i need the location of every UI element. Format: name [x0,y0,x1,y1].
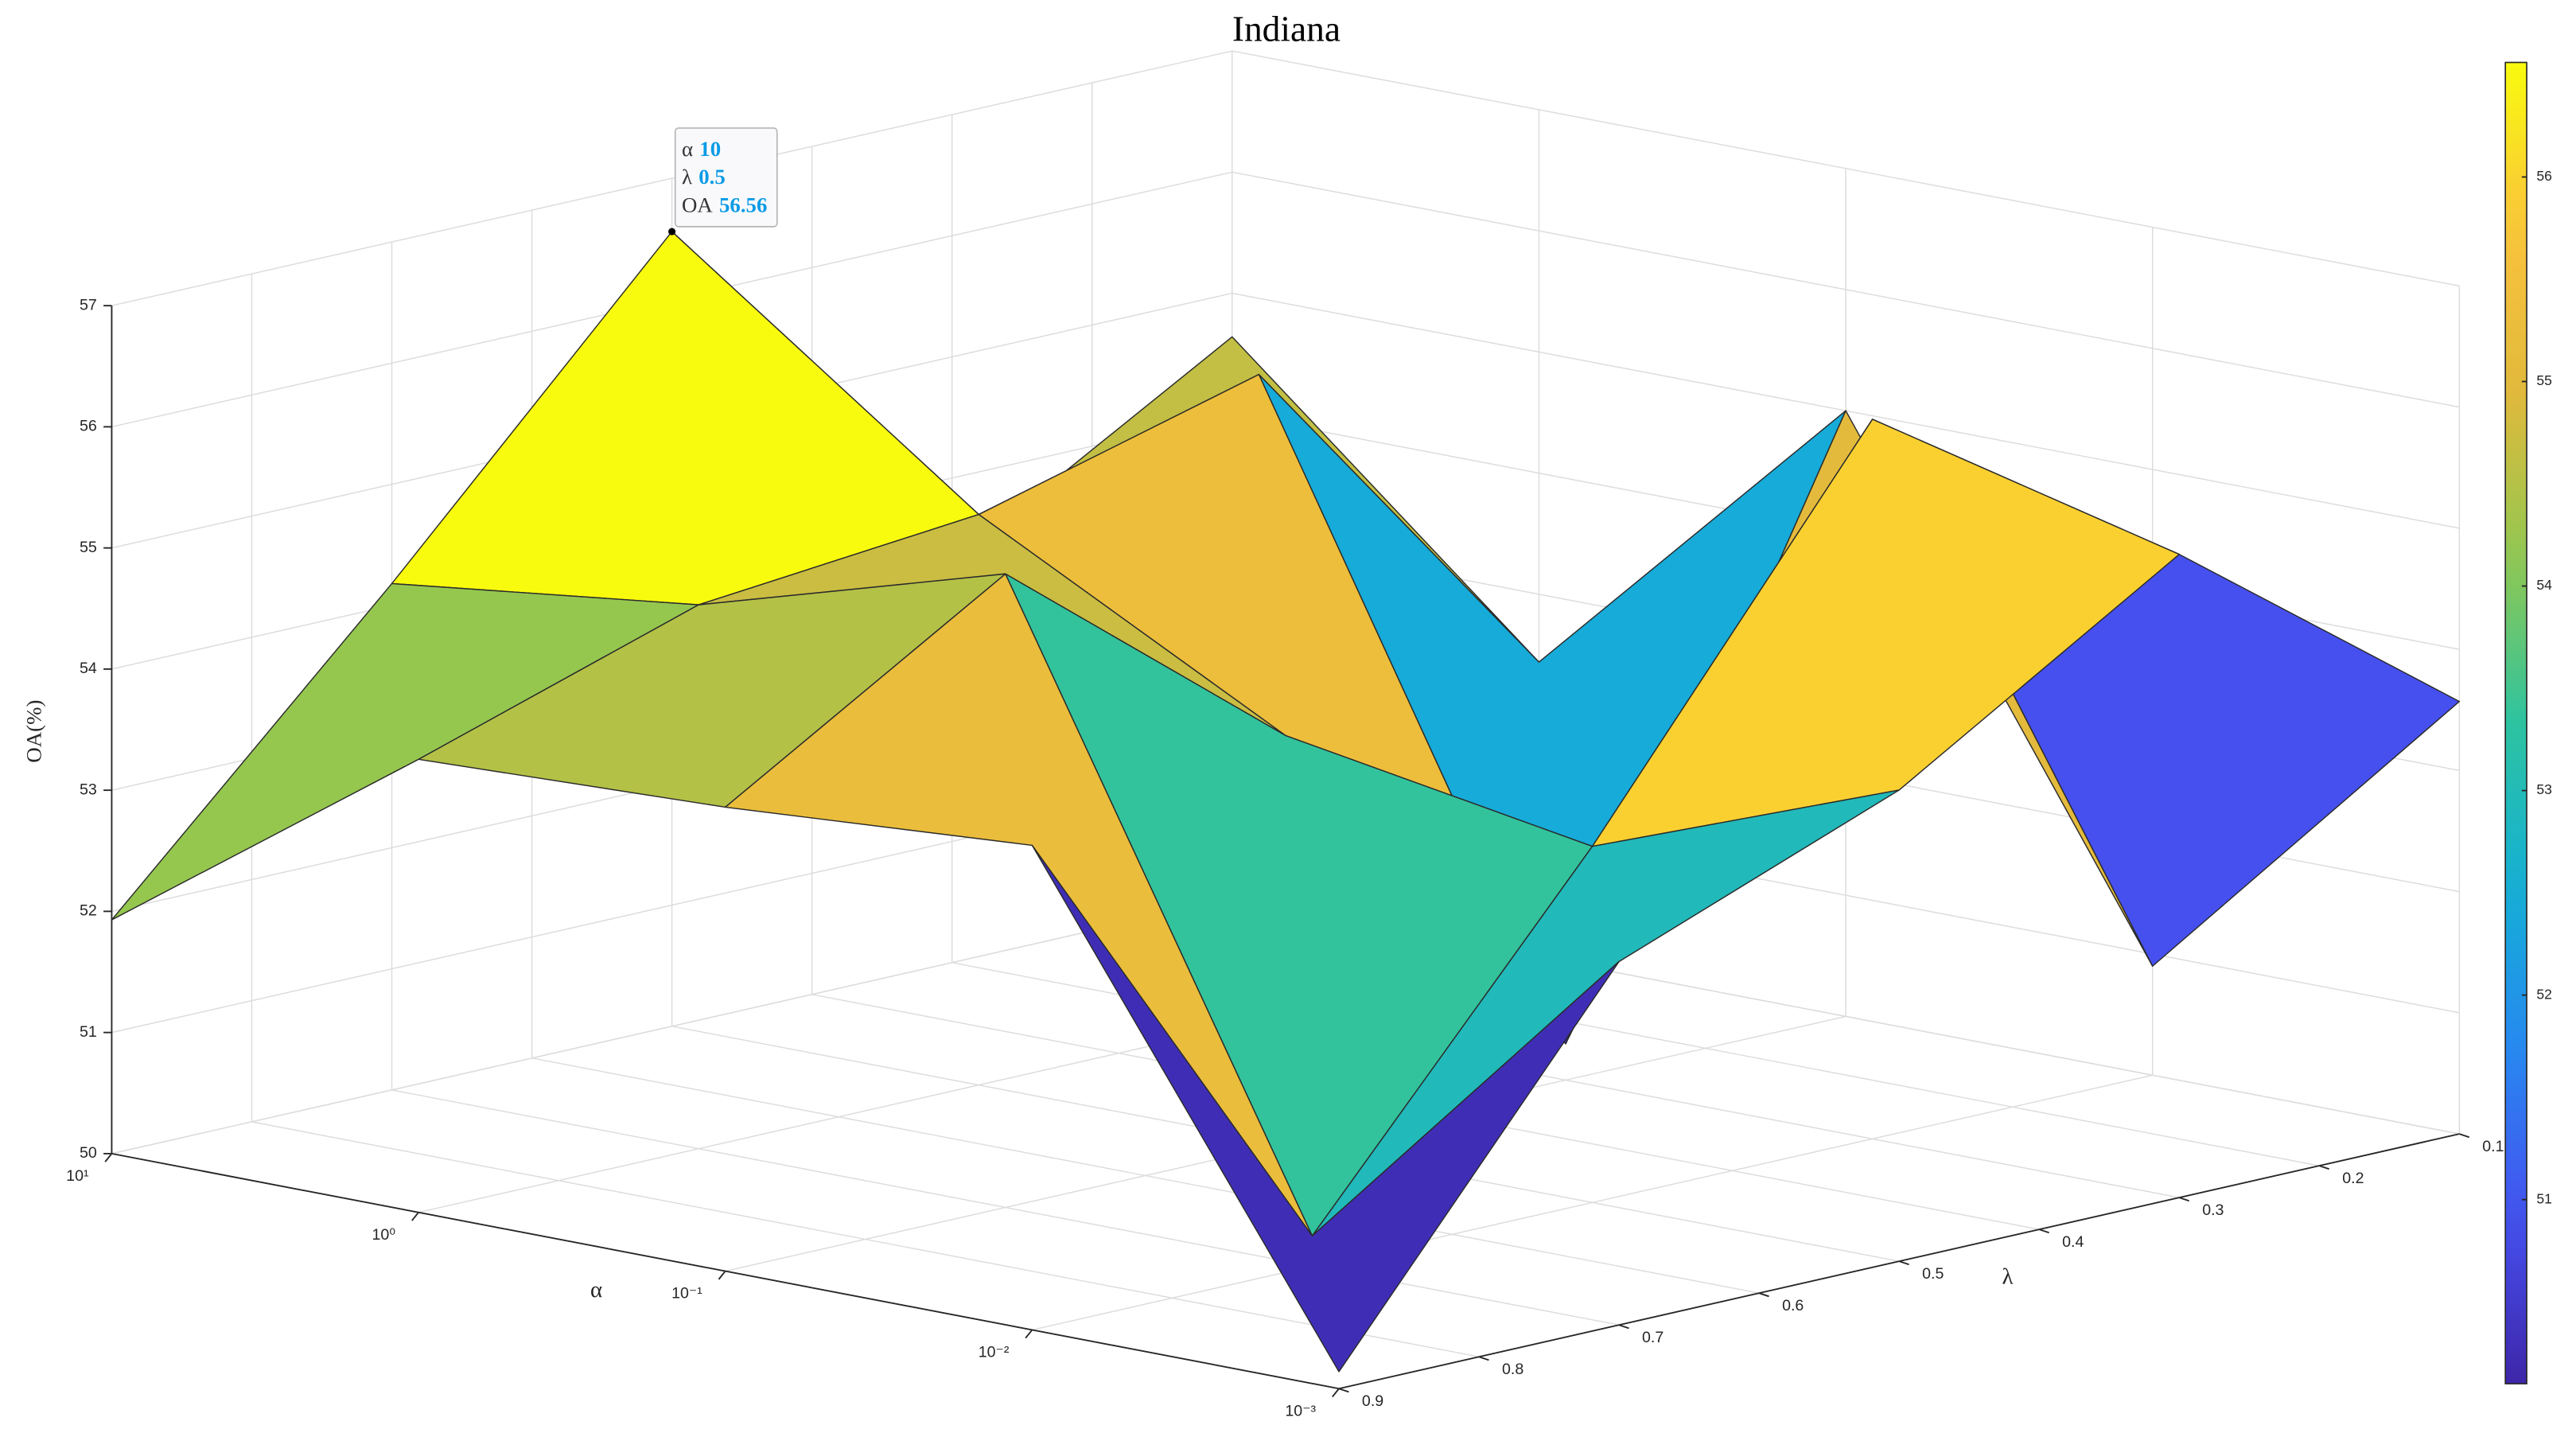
datatip-box [674,127,778,228]
datatip-label: α [682,137,693,161]
colorbar-tick-label: 56 [2536,168,2552,184]
tick-mark [718,1270,726,1280]
z-axis-label: OA(%) [22,700,46,763]
y-tick-label: 0.1 [2482,1138,2504,1155]
x-tick-label: 10⁻³ [1285,1402,1316,1419]
y-tick-label: 0.5 [1922,1265,1944,1283]
colorbar-tick-label: 55 [2536,372,2552,388]
colorbar-tick-label: 52 [2536,986,2552,1002]
y-tick-label: 0.2 [2342,1170,2364,1187]
tick-mark [1618,1324,1629,1330]
y-axis [1338,1133,2460,1390]
tick-mark [2178,1197,2189,1202]
y-tick-label: 0.7 [1642,1329,1664,1346]
datatip-label: λ [682,165,692,189]
grid-line [251,1121,1480,1357]
datatip-value: 0.5 [698,165,726,189]
x-tick-label: 10⁰ [372,1226,395,1244]
z-tick-label: 54 [80,660,97,677]
x-tick-label: 10¹ [66,1167,89,1185]
chart-title: Indiana [1232,10,1341,49]
colorbar-tick-label: 54 [2536,577,2552,593]
grid-line [531,1057,1760,1294]
tick-mark [1338,1388,1349,1393]
tick-mark [1025,1329,1033,1339]
tick-mark [1898,1260,1909,1266]
datatip-point [668,228,676,236]
datatip: α 10 λ 0.5 OA 56.56 [674,127,778,228]
z-tick-label: 57 [80,296,97,313]
tick-mark [2459,1133,2470,1139]
grid-line [391,1089,1620,1326]
colorbar-tick-label: 51 [2536,1190,2552,1206]
y-tick-label: 0.6 [1782,1297,1804,1314]
x-tick-label: 10⁻¹ [671,1285,702,1303]
tick-mark [411,1212,419,1221]
z-tick-label: 52 [80,902,97,920]
tick-mark [1478,1356,1489,1361]
x-axis [111,1152,1340,1390]
y-tick-label: 0.8 [1502,1361,1523,1378]
colorbar [2504,61,2527,1384]
y-tick-label: 0.3 [2202,1201,2224,1219]
x-axis-label: α [590,1277,602,1303]
z-tick-label: 56 [80,418,97,435]
z-tick-label: 55 [80,539,97,556]
y-tick-label: 0.4 [2062,1233,2084,1251]
colorbar-tick-label: 53 [2536,781,2552,797]
tick-mark [2038,1229,2049,1234]
y-axis-label: λ [2002,1264,2013,1289]
x-tick-label: 10⁻² [979,1343,1010,1361]
y-tick-label: 0.9 [1362,1392,1383,1410]
datatip-value: 56.56 [719,193,767,216]
z-tick-label: 53 [80,781,97,798]
tick-mark [1758,1292,1769,1298]
tick-mark [2319,1165,2330,1170]
tick-mark [104,1153,113,1162]
tick-mark [1332,1388,1340,1398]
datatip-value: 10 [699,137,721,161]
datatip-label: OA [682,193,713,216]
z-tick-label: 51 [80,1023,97,1041]
z-tick-label: 50 [80,1144,97,1162]
surface-face [1031,844,1620,1373]
